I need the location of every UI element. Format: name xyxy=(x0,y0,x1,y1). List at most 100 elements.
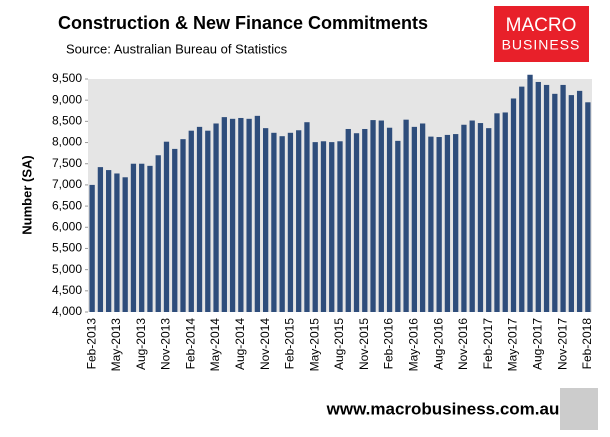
bar xyxy=(362,128,368,312)
x-tick-label: May-2013 xyxy=(109,318,123,372)
bar xyxy=(560,84,566,312)
y-tick-label: 9,000 xyxy=(52,92,82,106)
x-tick-label: Aug-2017 xyxy=(530,318,544,370)
bar xyxy=(444,134,451,312)
bar xyxy=(378,120,384,313)
x-tick-label: Feb-2013 xyxy=(84,318,98,370)
x-tick-label: Feb-2017 xyxy=(481,318,495,370)
x-tick-label: Nov-2013 xyxy=(159,318,173,370)
chart-title: Construction & New Finance Commitments xyxy=(58,13,428,33)
y-tick-label: 8,500 xyxy=(52,114,82,128)
logo-box xyxy=(494,6,589,62)
bar xyxy=(519,86,525,312)
y-tick-label: 7,000 xyxy=(52,177,82,191)
bar xyxy=(386,127,393,312)
bar xyxy=(436,137,442,312)
y-tick-label: 5,000 xyxy=(52,262,82,276)
bar xyxy=(494,113,500,312)
bar xyxy=(213,123,219,313)
bar xyxy=(320,141,327,312)
website: www.macrobusiness.com.au xyxy=(326,399,560,418)
bar xyxy=(254,115,261,313)
bar xyxy=(180,139,186,312)
y-axis-label: Number (SA) xyxy=(19,155,34,234)
bar xyxy=(527,74,533,312)
x-tick-label: Nov-2017 xyxy=(555,318,569,370)
bar xyxy=(139,163,145,312)
bar xyxy=(262,128,269,312)
bar xyxy=(238,117,244,312)
bar xyxy=(552,93,558,312)
bar xyxy=(585,102,591,312)
y-tick-label: 5,500 xyxy=(52,241,82,255)
x-tick-label: Nov-2015 xyxy=(357,318,371,370)
logo-top: MACRO xyxy=(506,15,577,36)
bar xyxy=(576,90,583,312)
x-tick-label: May-2016 xyxy=(407,318,421,372)
x-tick-label: May-2014 xyxy=(208,318,222,372)
x-tick-label: Nov-2016 xyxy=(456,318,470,370)
bar xyxy=(312,142,318,312)
x-tick-label: May-2015 xyxy=(307,318,321,372)
x-tick-label: Aug-2016 xyxy=(431,318,445,370)
bar xyxy=(477,123,484,312)
bar xyxy=(163,141,170,312)
bar xyxy=(304,122,310,312)
bar xyxy=(329,142,335,312)
y-tick-label: 4,500 xyxy=(52,283,82,297)
bar xyxy=(89,184,95,312)
bar xyxy=(370,120,376,312)
bar xyxy=(196,126,203,312)
logo-bottom: BUSINESS xyxy=(502,37,581,53)
bar xyxy=(221,117,227,312)
bar xyxy=(271,132,277,312)
chart-subtitle: Source: Australian Bureau of Statistics xyxy=(66,41,288,56)
bar xyxy=(345,128,351,312)
x-tick-label: Feb-2014 xyxy=(183,318,197,370)
bar xyxy=(568,95,574,313)
bar xyxy=(97,167,104,312)
bar xyxy=(428,136,434,312)
bar xyxy=(486,128,492,312)
bar xyxy=(535,81,541,312)
bar xyxy=(287,132,294,312)
bar xyxy=(353,133,360,312)
y-tick-label: 6,500 xyxy=(52,198,82,212)
y-tick-label: 4,000 xyxy=(52,304,82,318)
bar xyxy=(246,118,252,313)
bar xyxy=(147,165,153,312)
x-tick-label: Aug-2015 xyxy=(332,318,346,370)
bar xyxy=(205,130,211,312)
logo-icon xyxy=(560,388,598,430)
bar xyxy=(461,124,467,313)
bar xyxy=(543,84,550,312)
x-tick-label: Aug-2014 xyxy=(233,318,247,370)
bar xyxy=(510,98,517,312)
bar xyxy=(130,163,137,312)
bar xyxy=(395,140,401,312)
y-tick-label: 6,000 xyxy=(52,219,82,233)
bar xyxy=(155,155,161,312)
bar xyxy=(419,123,426,313)
bar xyxy=(411,126,418,312)
bar xyxy=(114,173,120,312)
bar xyxy=(188,130,194,312)
bar xyxy=(279,136,285,312)
bar xyxy=(469,120,475,313)
bar xyxy=(106,170,112,312)
x-tick-label: Feb-2018 xyxy=(580,318,594,370)
y-tick-label: 8,000 xyxy=(52,135,82,149)
x-tick-label: Feb-2016 xyxy=(382,318,396,370)
bar xyxy=(453,134,459,312)
bar xyxy=(296,130,302,312)
x-tick-label: Nov-2014 xyxy=(258,318,272,370)
y-tick-label: 9,500 xyxy=(52,71,82,85)
bar xyxy=(337,141,343,312)
x-tick-label: Aug-2013 xyxy=(134,318,148,370)
bar xyxy=(122,177,128,312)
y-tick-label: 7,500 xyxy=(52,156,82,170)
x-tick-label: Feb-2015 xyxy=(283,318,297,370)
bar xyxy=(172,148,178,312)
x-tick-label: May-2017 xyxy=(506,318,520,372)
